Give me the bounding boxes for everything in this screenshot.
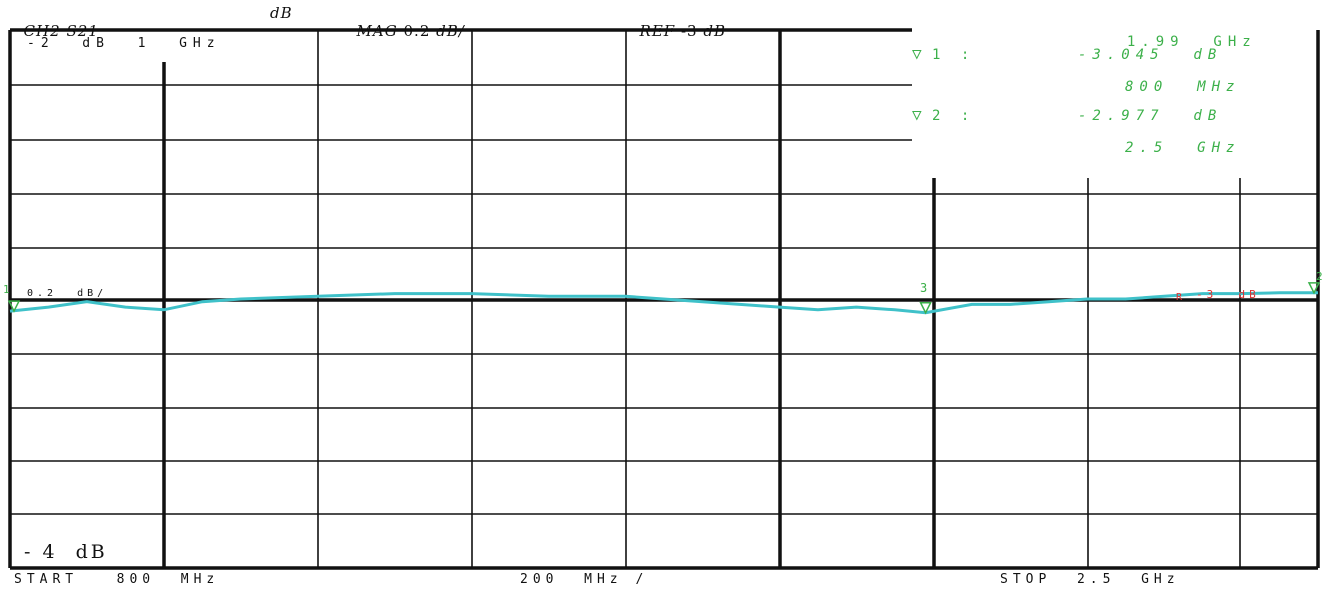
ref-label: REF -3 dB bbox=[639, 22, 727, 40]
scale-label: MAG 0.2 dB/ bbox=[356, 22, 465, 40]
reference-marker-symbol: R bbox=[1176, 292, 1183, 303]
marker3-tag: 3 bbox=[920, 281, 928, 295]
marker-layer bbox=[7, 282, 1321, 315]
top-left-annotation: -2 dB 1 GHz bbox=[27, 36, 221, 51]
unit-label: dB bbox=[270, 4, 293, 22]
marker1-triangle-icon: ▽ bbox=[912, 44, 922, 63]
marker-2-arrow-icon bbox=[1307, 282, 1321, 295]
span-per-division: 200 MHz / bbox=[520, 572, 649, 587]
stop-frequency: STOP 2.5 GHz bbox=[1000, 572, 1180, 587]
scale-overlay: 0.2 dB/ bbox=[27, 288, 108, 299]
marker-1-arrow-icon bbox=[7, 300, 21, 313]
marker2-frequency: 2.5 GHz bbox=[1125, 140, 1241, 156]
marker1-value: -3.045 dB bbox=[1078, 47, 1223, 63]
marker3-frequency: 1.99 GHz bbox=[1126, 34, 1257, 50]
marker2-triangle-icon: ▽ bbox=[912, 105, 922, 124]
marker2-tag: 2 bbox=[1316, 270, 1323, 283]
bottom-left-annotation: - 4 dB bbox=[24, 541, 108, 563]
marker2-label: 2 : bbox=[932, 108, 976, 124]
start-frequency: START 800 MHz bbox=[14, 572, 220, 587]
reference-overlay: -3 dB bbox=[1196, 288, 1260, 301]
marker1-tag: 1 bbox=[3, 283, 10, 296]
marker1-label: 1 : bbox=[932, 47, 976, 63]
marker2-value: -2.977 dB bbox=[1078, 108, 1223, 124]
s21-trace bbox=[9, 291, 1318, 315]
marker1-frequency: 800 MHz bbox=[1125, 79, 1241, 95]
marker-3-arrow-icon bbox=[919, 301, 932, 315]
channel-label: CH2 S21 bbox=[23, 22, 99, 40]
